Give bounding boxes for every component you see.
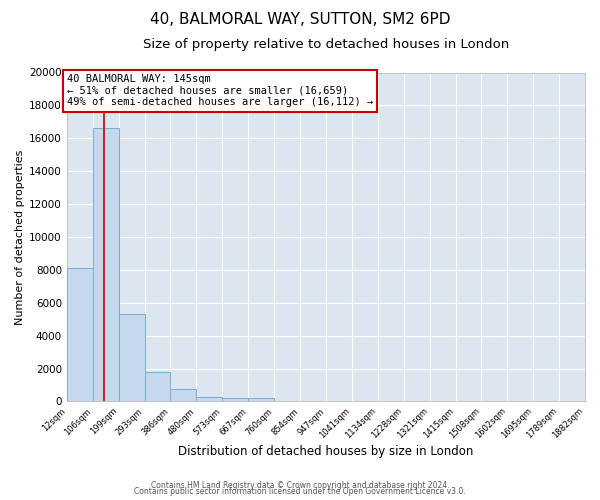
Bar <box>222 398 248 402</box>
Bar <box>170 389 196 402</box>
Bar <box>67 268 93 402</box>
Text: Contains HM Land Registry data © Crown copyright and database right 2024.: Contains HM Land Registry data © Crown c… <box>151 481 449 490</box>
Bar <box>248 398 274 402</box>
Y-axis label: Number of detached properties: Number of detached properties <box>15 150 25 324</box>
Bar <box>119 314 145 402</box>
Text: Contains public sector information licensed under the Open Government Licence v3: Contains public sector information licen… <box>134 487 466 496</box>
Bar <box>93 128 119 402</box>
X-axis label: Distribution of detached houses by size in London: Distribution of detached houses by size … <box>178 444 473 458</box>
Title: Size of property relative to detached houses in London: Size of property relative to detached ho… <box>143 38 509 51</box>
Bar <box>196 396 222 402</box>
Text: 40, BALMORAL WAY, SUTTON, SM2 6PD: 40, BALMORAL WAY, SUTTON, SM2 6PD <box>150 12 450 28</box>
Text: 40 BALMORAL WAY: 145sqm
← 51% of detached houses are smaller (16,659)
49% of sem: 40 BALMORAL WAY: 145sqm ← 51% of detache… <box>67 74 373 108</box>
Bar <box>145 372 170 402</box>
